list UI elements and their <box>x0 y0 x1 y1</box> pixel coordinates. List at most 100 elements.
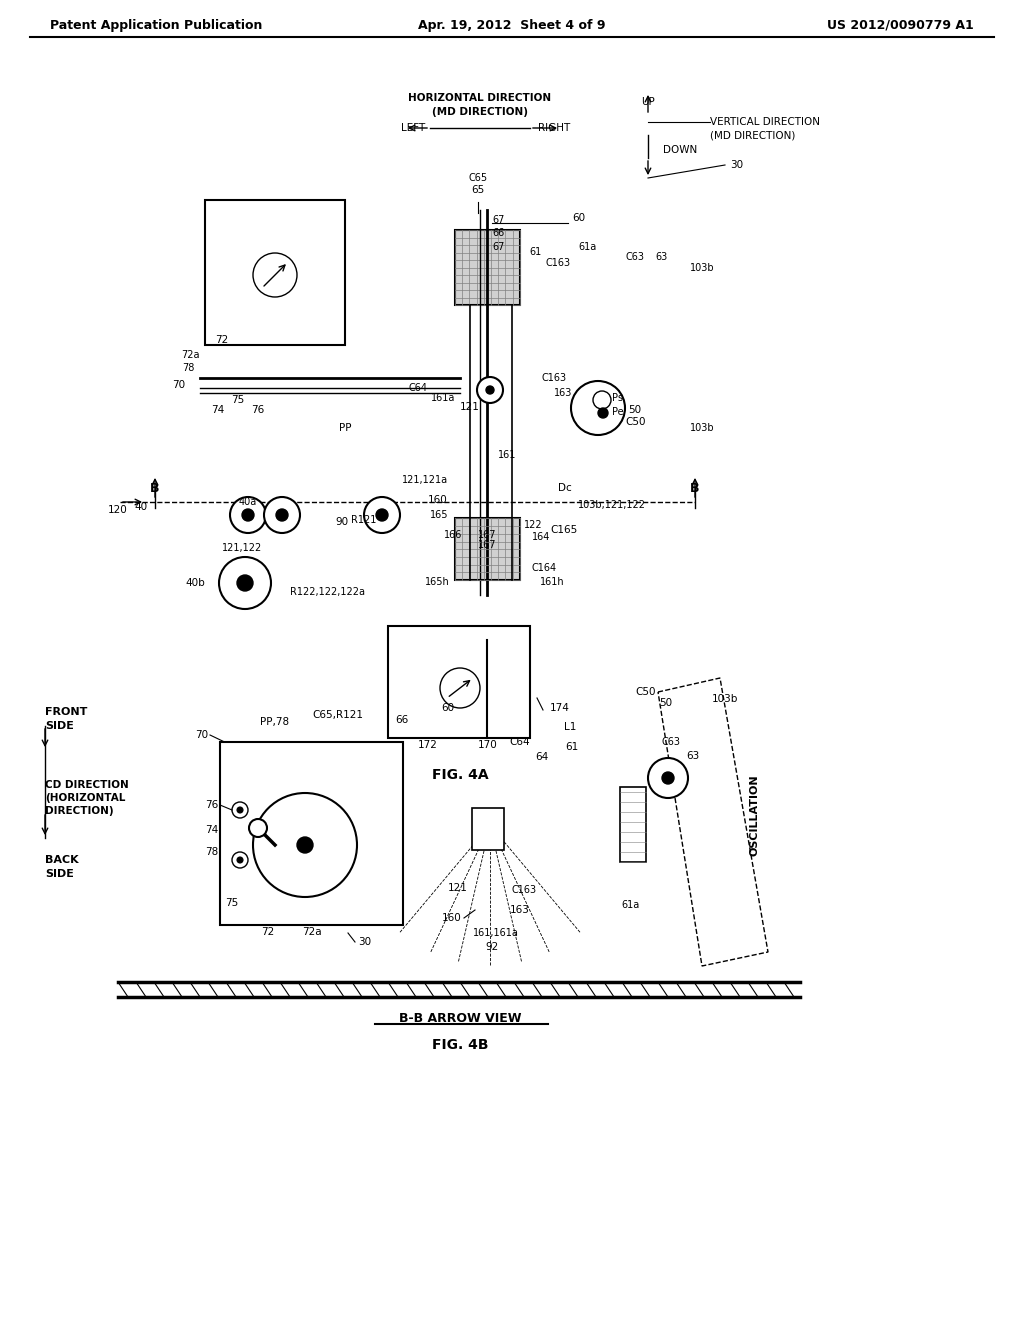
Text: R121: R121 <box>350 515 376 525</box>
Text: 40b: 40b <box>185 578 205 587</box>
Text: PP,78: PP,78 <box>260 717 290 727</box>
Text: 161: 161 <box>498 450 516 459</box>
Bar <box>455 517 520 579</box>
Text: UP: UP <box>641 96 655 107</box>
Text: 167: 167 <box>478 531 497 540</box>
Text: 174: 174 <box>550 704 570 713</box>
Text: 65: 65 <box>471 185 484 195</box>
Text: C163: C163 <box>512 884 538 895</box>
Text: 66: 66 <box>492 228 504 238</box>
Text: 30: 30 <box>730 160 743 170</box>
Text: SIDE: SIDE <box>45 869 74 879</box>
Text: 61a: 61a <box>578 242 596 252</box>
Text: 75: 75 <box>225 898 239 908</box>
Text: 120: 120 <box>109 506 128 515</box>
Text: 121,122: 121,122 <box>222 543 262 553</box>
Text: FIG. 4B: FIG. 4B <box>432 1038 488 1052</box>
Text: 92: 92 <box>485 942 499 952</box>
Circle shape <box>237 807 243 813</box>
Text: 72a: 72a <box>302 927 322 937</box>
Text: DIRECTION): DIRECTION) <box>45 807 114 816</box>
Text: C63: C63 <box>662 737 681 747</box>
Text: 161a: 161a <box>431 393 455 403</box>
Circle shape <box>648 758 688 799</box>
Text: 30: 30 <box>358 937 371 946</box>
Circle shape <box>249 818 267 837</box>
Circle shape <box>253 253 297 297</box>
Text: 161,161a: 161,161a <box>473 928 519 939</box>
Text: 103b: 103b <box>690 422 715 433</box>
Text: C65: C65 <box>468 173 487 183</box>
Text: DOWN: DOWN <box>663 145 697 154</box>
Text: 67: 67 <box>492 215 505 224</box>
Circle shape <box>297 837 313 853</box>
Circle shape <box>662 772 674 784</box>
Text: R122,122,122a: R122,122,122a <box>290 587 365 597</box>
Text: 72a: 72a <box>181 350 200 360</box>
Text: C164: C164 <box>532 564 557 573</box>
Text: LEFT: LEFT <box>400 123 425 133</box>
Text: 103b: 103b <box>690 263 715 273</box>
Text: 166: 166 <box>443 531 462 540</box>
Text: 121: 121 <box>449 883 468 894</box>
Text: (MD DIRECTION): (MD DIRECTION) <box>710 129 796 140</box>
Text: C163: C163 <box>542 374 567 383</box>
Text: 121: 121 <box>460 403 480 412</box>
Text: Pe: Pe <box>612 407 624 417</box>
Text: 74: 74 <box>211 405 224 414</box>
Text: 170: 170 <box>478 741 498 750</box>
Circle shape <box>237 857 243 863</box>
Text: Ps: Ps <box>612 393 623 403</box>
Text: 61: 61 <box>528 247 541 257</box>
Circle shape <box>593 391 611 409</box>
Circle shape <box>242 510 254 521</box>
Text: B-B ARROW VIEW: B-B ARROW VIEW <box>398 1011 521 1024</box>
Text: 78: 78 <box>182 363 195 374</box>
Text: 72: 72 <box>215 335 228 345</box>
Circle shape <box>253 793 357 898</box>
Text: 61a: 61a <box>622 900 640 909</box>
Text: FIG. 4A: FIG. 4A <box>432 768 488 781</box>
Text: VERTICAL DIRECTION: VERTICAL DIRECTION <box>710 117 820 127</box>
Text: 66: 66 <box>395 715 409 725</box>
Text: B: B <box>690 482 699 495</box>
Text: (MD DIRECTION): (MD DIRECTION) <box>432 107 528 117</box>
Text: 165h: 165h <box>425 577 450 587</box>
Bar <box>220 742 403 925</box>
Bar <box>388 626 530 738</box>
Circle shape <box>232 803 248 818</box>
Text: 165: 165 <box>429 510 449 520</box>
Text: SIDE: SIDE <box>45 721 74 731</box>
Text: 60: 60 <box>441 704 455 713</box>
Text: 50: 50 <box>659 698 673 708</box>
Text: C65,R121: C65,R121 <box>312 710 364 719</box>
Text: 103b,121,122: 103b,121,122 <box>578 500 646 510</box>
Text: 103b: 103b <box>712 694 738 704</box>
Bar <box>472 808 504 850</box>
Text: 67: 67 <box>492 242 505 252</box>
Text: C165: C165 <box>550 525 578 535</box>
Text: Dc: Dc <box>558 483 571 492</box>
Text: (HORIZONTAL: (HORIZONTAL <box>45 793 125 803</box>
Text: 50: 50 <box>628 405 641 414</box>
Text: 61: 61 <box>565 742 578 752</box>
Text: 72: 72 <box>261 927 274 937</box>
Text: L1: L1 <box>564 722 577 733</box>
Text: 64: 64 <box>536 752 549 762</box>
Text: B: B <box>151 482 160 495</box>
Text: BACK: BACK <box>45 855 79 865</box>
Text: 160: 160 <box>428 495 449 506</box>
Circle shape <box>219 557 271 609</box>
Circle shape <box>230 498 266 533</box>
Text: 40a: 40a <box>239 498 257 507</box>
Circle shape <box>237 576 253 591</box>
Circle shape <box>571 381 625 436</box>
Text: 63: 63 <box>655 252 668 261</box>
Text: 76: 76 <box>205 800 218 810</box>
Text: 76: 76 <box>251 405 264 414</box>
Text: 74: 74 <box>205 825 218 836</box>
Circle shape <box>364 498 400 533</box>
Text: Apr. 19, 2012  Sheet 4 of 9: Apr. 19, 2012 Sheet 4 of 9 <box>418 18 606 32</box>
Text: 167: 167 <box>478 540 497 550</box>
Text: FRONT: FRONT <box>45 708 87 717</box>
